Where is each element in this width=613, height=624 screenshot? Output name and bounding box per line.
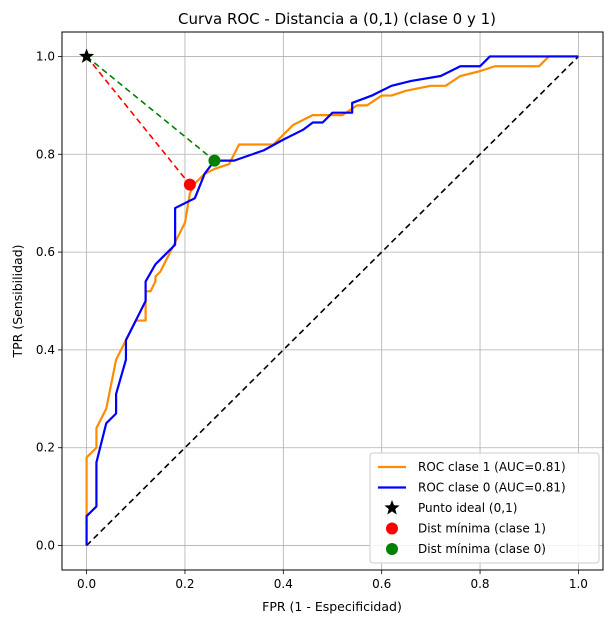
x-tick-label: 0.2 [175, 577, 194, 591]
x-axis-label: FPR (1 - Especificidad) [262, 599, 402, 614]
plot-frame [61, 31, 604, 571]
legend-circle-icon [386, 543, 398, 555]
min-distance-point-2 [208, 154, 221, 167]
diagonal-line [86, 55, 579, 547]
min-distance-point-1 [183, 178, 196, 191]
y-tick-label: 0.6 [36, 245, 55, 259]
y-tick-label: 0.0 [36, 539, 55, 553]
distance-line-0 [85, 55, 191, 186]
x-tick-label: 1.0 [569, 577, 588, 591]
roc-line-clase-1 [85, 55, 579, 517]
x-tick-label: 0.0 [77, 577, 96, 591]
highlight-points [78, 48, 221, 191]
legend-label: ROC clase 1 (AUC=0.81) [418, 460, 566, 474]
legend-star-icon [384, 500, 400, 515]
y-axis-label: TPR (Sensibilidad) [10, 244, 25, 358]
chart-title: Curva ROC - Distancia a (0,1) (clase 0 y… [178, 10, 496, 28]
distance-lines [85, 55, 215, 186]
legend-box [369, 452, 600, 564]
x-tick-label: 0.4 [274, 577, 293, 591]
y-tick-label: 0.4 [36, 343, 55, 357]
chance-diagonal [86, 55, 579, 547]
legend-circle-icon [386, 522, 398, 535]
y-tick-label: 0.8 [36, 147, 55, 161]
y-tick-label: 1.0 [36, 49, 55, 63]
legend-label: Dist mínima (clase 0) [418, 542, 546, 556]
distance-line-1 [86, 55, 215, 162]
grid-lines [62, 32, 603, 570]
x-tick-label: 0.8 [470, 577, 489, 591]
x-tick-label: 0.6 [372, 577, 391, 591]
legend-label: Punto ideal (0,1) [418, 501, 517, 515]
y-ticks: 0.0 0.2 0.4 0.6 0.8 1.0 [36, 49, 62, 553]
legend: ROC clase 1 (AUC=0.81) ROC clase 0 (AUC=0… [369, 452, 600, 564]
legend-label: ROC clase 0 (AUC=0.81) [418, 481, 566, 495]
legend-label: Dist mínima (clase 1) [418, 522, 546, 536]
ideal-point-star [78, 48, 95, 63]
y-tick-label: 0.2 [36, 441, 55, 455]
x-ticks: 0.0 0.2 0.4 0.6 0.8 1.0 [77, 570, 588, 591]
